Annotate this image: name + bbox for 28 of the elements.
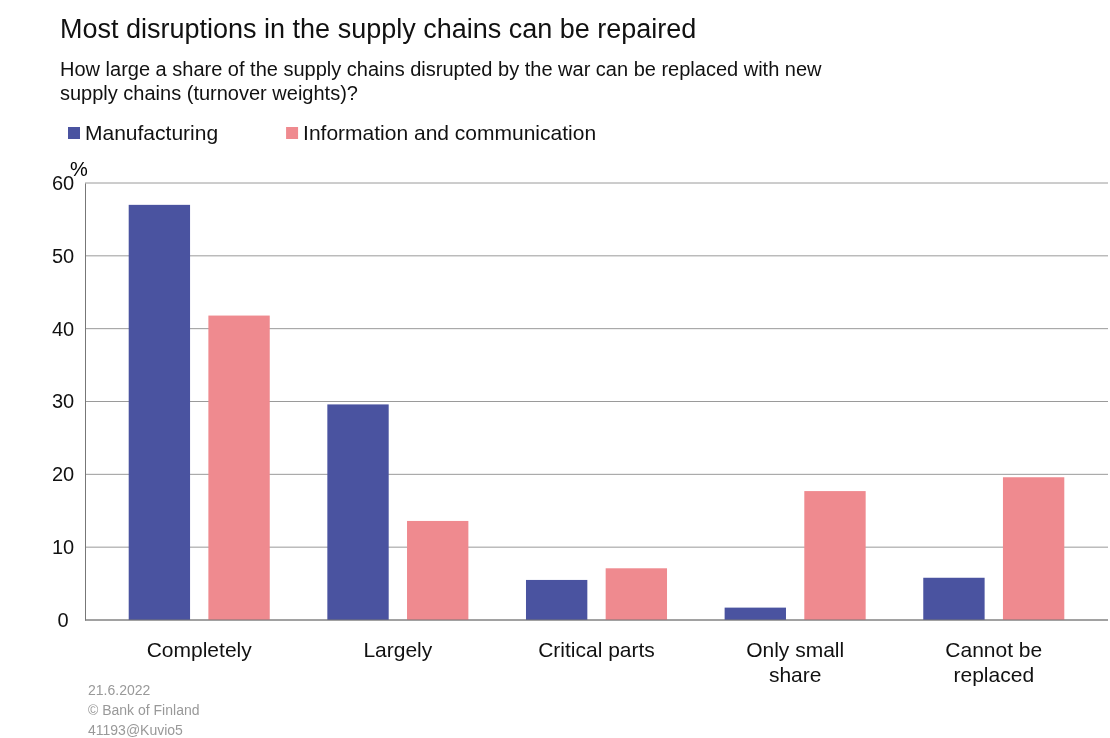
y-tick-label: 10 xyxy=(51,536,75,559)
bar xyxy=(525,579,588,620)
bar xyxy=(804,491,866,620)
bar xyxy=(923,577,985,620)
x-tick-label: Largely xyxy=(363,638,433,661)
y-tick-label: 60 xyxy=(51,171,75,194)
legend-label: Manufacturing xyxy=(85,121,219,144)
bar xyxy=(605,568,668,620)
text: © Bank of Finland xyxy=(88,702,200,718)
legend-label: Information and communication xyxy=(303,121,597,144)
bar xyxy=(327,404,389,620)
bar xyxy=(208,315,270,620)
y-tick-label: 0 xyxy=(57,608,69,631)
bar xyxy=(1002,477,1065,620)
y-tick-label: 40 xyxy=(51,317,75,340)
text: 21.6.2022 xyxy=(88,682,151,698)
x-tick-label: Critical parts xyxy=(538,638,655,661)
x-tick-label: Cannot be replaced xyxy=(945,638,1043,687)
chart-title: Most disruptions in the supply chains can be repaired xyxy=(60,14,697,44)
y-tick-label: 20 xyxy=(51,463,75,486)
bar xyxy=(128,204,191,620)
y-tick-label: 30 xyxy=(51,390,75,413)
x-tick-label: Completely xyxy=(146,638,253,661)
y-tick-label: 50 xyxy=(51,244,75,267)
x-tick-label: Only small share xyxy=(746,638,845,687)
text: 41193@Kuvio5 xyxy=(88,722,184,738)
chart-subtitle: How large a share of the supply chains disrupted by the war can be replaced with new supply chains (turnover weights)? xyxy=(60,58,823,104)
bar xyxy=(407,520,469,620)
